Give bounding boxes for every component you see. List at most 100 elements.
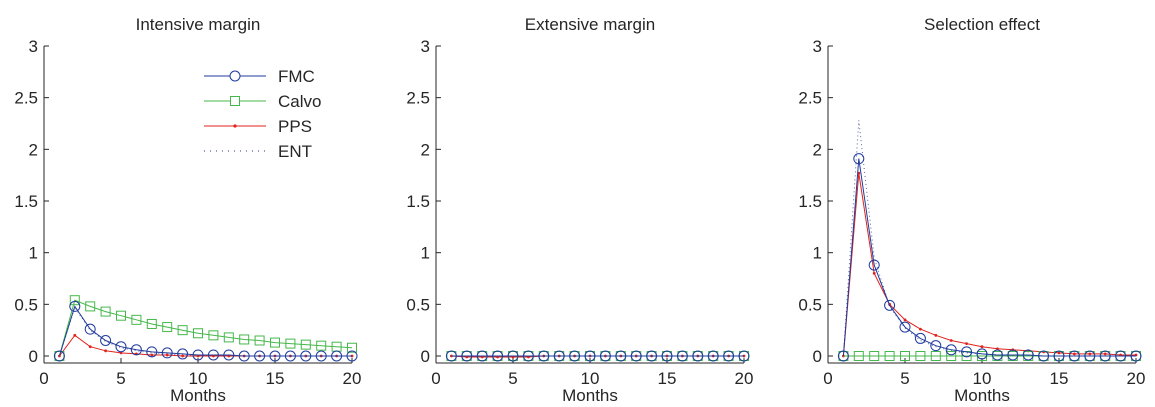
data-point-calvo [69,295,80,306]
data-point-fmc [346,350,358,362]
data-point-fmc [1130,350,1142,362]
data-point-fmc [1022,349,1034,361]
y-tick-label: 0.5 [406,295,430,314]
data-point-fmc [738,350,750,362]
legend-label-pps: PPS [278,117,312,136]
chart-panel-1: Intensive margin 0 0.5 1 1.5 2 2.5 3 0 5 10 15 20 Mon… [14,15,361,405]
legend-label-calvo: Calvo [278,92,321,111]
y-tick-label: 3 [421,37,430,56]
data-point-pps [965,342,968,345]
data-point-fmc [445,350,457,362]
data-point-fmc [884,299,896,311]
legend-label-ent: ENT [278,142,312,161]
x-tick-label: 10 [189,369,208,388]
series-line-calvo [58,299,353,357]
data-point-calvo [193,328,203,339]
data-point-fmc [100,335,112,346]
data-point-pps [949,339,953,342]
data-point-fmc [584,350,596,362]
data-point-calvo [915,351,926,361]
data-point-fmc [630,350,642,362]
y-tick-label: 2.5 [14,89,38,108]
data-point-pps [73,333,77,337]
data-point-fmc [84,323,96,335]
y-tick-label: 1 [421,244,430,263]
data-point-fmc [646,350,658,362]
data-point-pps [996,347,999,351]
data-point-calvo [223,332,234,343]
data-point-fmc [961,346,973,358]
data-point-calvo [316,340,327,351]
legend-marker-pps [233,124,237,128]
data-point-fmc [507,350,519,362]
data-point-fmc [53,350,65,362]
data-point-fmc [930,340,942,352]
data-point-calvo [100,306,111,317]
data-point-fmc [161,347,173,359]
data-point-fmc [522,350,534,362]
x-tick-label: 15 [266,369,285,388]
data-point-fmc [331,350,343,362]
series-pps [842,171,1138,358]
data-point-fmc [1084,350,1096,362]
legend: FMC Calvo PPS ENT [204,67,321,161]
data-point-fmc [853,153,865,165]
data-point-fmc [1115,350,1127,362]
data-point-pps [1057,351,1061,355]
data-point-fmc [615,350,627,362]
data-point-pps [181,354,185,358]
data-point-pps [1073,352,1076,356]
series-calvo [54,295,357,361]
x-axis-label: Months [562,386,618,405]
data-point-calvo [869,351,880,361]
chart-title: Intensive margin [136,15,261,34]
data-point-fmc [1038,350,1050,362]
data-point-fmc [723,350,735,362]
data-point-fmc [115,341,127,353]
data-point-calvo [347,342,357,353]
x-tick-label: 20 [1127,369,1146,388]
data-point-fmc [492,350,504,362]
series-fmc [445,350,750,362]
y-tick-label: 0 [813,347,822,366]
x-axis-label: Months [954,386,1010,405]
data-point-fmc [538,350,550,362]
x-tick-label: 0 [823,369,832,388]
data-point-fmc [207,349,219,361]
data-point-pps [104,349,107,353]
data-point-fmc [899,321,911,333]
data-point-fmc [676,350,688,362]
chart-title: Selection effect [924,15,1040,34]
y-tick-label: 0 [421,347,430,366]
data-point-pps [1103,352,1107,356]
data-point-fmc [284,350,296,362]
data-point-fmc [223,349,235,361]
y-tick-label: 2 [813,140,822,159]
x-tick-label: 5 [116,369,125,388]
chart-title: Extensive margin [525,15,655,34]
data-point-fmc [837,350,849,362]
data-point-pps [872,271,876,275]
x-tick-label: 15 [658,369,677,388]
data-point-fmc [868,259,880,271]
data-point-fmc [461,350,473,362]
data-point-fmc [177,348,189,360]
y-tick-label: 1 [813,244,822,263]
data-point-fmc [1099,350,1111,362]
x-tick-label: 10 [581,369,600,388]
data-point-fmc [1068,350,1080,362]
series-fmc [53,300,358,362]
y-tick-label: 0.5 [14,295,38,314]
data-point-fmc [707,350,719,362]
data-point-fmc [254,350,266,362]
data-point-pps [150,353,154,357]
x-tick-label: 20 [343,369,362,388]
x-tick-label: 15 [1050,369,1069,388]
data-point-fmc [914,332,926,344]
series-fmc [837,153,1142,362]
series-ent [842,120,1136,357]
data-point-fmc [976,348,988,360]
series-line-fmc [58,305,352,357]
y-tick-label: 0.5 [798,295,822,314]
data-point-fmc [661,350,673,362]
